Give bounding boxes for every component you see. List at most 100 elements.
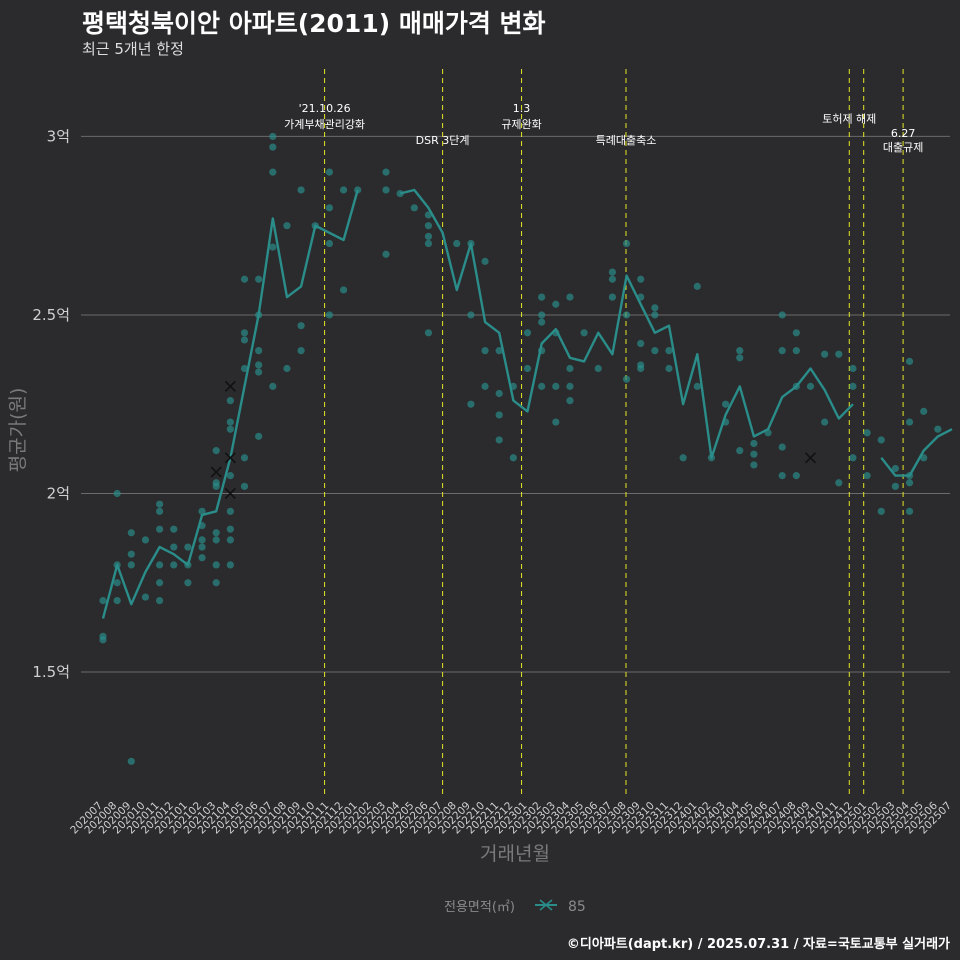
scatter-point [651, 347, 659, 355]
scatter-point [622, 375, 631, 383]
scatter-point [580, 329, 588, 337]
scatter-point [382, 250, 390, 258]
scatter-point [127, 529, 135, 537]
scatter-point [396, 189, 404, 198]
scatter-point [509, 454, 517, 462]
scatter-point [226, 418, 234, 426]
scatter-point [184, 579, 192, 587]
scatter-point [495, 347, 503, 355]
event-label: DSR 3단계 [416, 134, 470, 147]
scatter-point [665, 364, 673, 373]
scatter-point [156, 500, 164, 508]
scatter-point [212, 447, 220, 455]
event-label: 가계부채관리강화 [284, 118, 365, 131]
scatter-point [170, 525, 178, 533]
scatter-point [141, 536, 150, 544]
scatter-point [283, 364, 291, 373]
scatter-point [693, 282, 701, 290]
x-axis-title: 거래년월 [480, 843, 550, 865]
scatter-point [424, 329, 433, 337]
cancelled-deal-marker [210, 466, 222, 478]
event-label: 규제완화 [501, 118, 541, 131]
scatter-point [99, 597, 107, 605]
scatter-point [495, 436, 503, 444]
scatter-point [736, 354, 744, 362]
scatter-point [226, 507, 234, 515]
scatter-point [283, 222, 291, 230]
scatter-point [297, 186, 305, 194]
scatter-point [325, 311, 333, 319]
scatter-point [622, 239, 631, 248]
scatter-point [481, 257, 489, 265]
scatter-point [835, 350, 843, 358]
gridlines [81, 135, 950, 673]
scatter-point [552, 418, 560, 426]
scatter-point [453, 239, 461, 248]
scatter-point [156, 507, 164, 515]
scatter-point [424, 222, 433, 230]
scatter-point [566, 293, 574, 301]
scatter-point [750, 439, 758, 448]
scatter-point [170, 543, 178, 551]
scatter-point [240, 336, 249, 344]
series-line-segment [399, 188, 854, 459]
scatter-point [156, 525, 164, 533]
cancelled-markers [210, 380, 817, 500]
scatter-point [566, 364, 574, 373]
scatter-point [339, 186, 348, 194]
scatter-point [325, 204, 333, 212]
scatter-point [849, 364, 857, 373]
scatter-point [552, 300, 560, 308]
scatter-point [410, 204, 418, 212]
scatter-point [481, 382, 489, 390]
scatter-point [226, 472, 234, 480]
scatter-points [99, 132, 942, 765]
scatter-point [212, 579, 220, 587]
scatter-point [156, 561, 164, 569]
scatter-point [622, 311, 631, 319]
scatter-point [679, 454, 687, 462]
scatter-point [750, 461, 758, 469]
scatter-point [750, 450, 758, 458]
scatter-point [198, 543, 206, 551]
y-tick-labels: 1.5억 2억 2.5억 3억 [32, 127, 70, 681]
scatter-point [538, 318, 546, 326]
legend-x-swatch [539, 899, 553, 911]
scatter-point [934, 425, 942, 433]
scatter-point [226, 525, 234, 533]
legend: 전용면적(㎡) 85 [444, 899, 586, 915]
y-axis-title: 평균가(원) [7, 388, 29, 473]
scatter-point [212, 561, 220, 569]
scatter-point [538, 382, 546, 390]
scatter-point [325, 168, 333, 176]
scatter-point [212, 529, 220, 537]
scatter-point [297, 322, 305, 330]
scatter-point [127, 757, 135, 765]
scatter-point [226, 536, 234, 544]
scatter-point [608, 293, 617, 301]
scatter-point [481, 347, 489, 355]
scatter-point [240, 329, 249, 337]
scatter-point [905, 357, 914, 365]
scatter-point [113, 597, 121, 605]
scatter-point [778, 443, 786, 451]
event-label: 1.3 [513, 102, 531, 115]
scatter-point [495, 411, 503, 419]
scatter-point [538, 311, 546, 319]
scatter-point [339, 286, 348, 294]
scatter-point [778, 472, 786, 480]
scatter-point [566, 382, 574, 390]
scatter-point [608, 268, 617, 276]
scatter-point [637, 339, 645, 348]
scatter-point [877, 436, 885, 444]
event-lines [324, 69, 904, 797]
y-tick-label: 3억 [47, 127, 70, 145]
scatter-point [99, 636, 107, 644]
legend-title: 전용면적(㎡) [444, 900, 515, 915]
cancelled-deal-marker [804, 452, 817, 464]
scatter-point [269, 143, 277, 151]
scatter-point [354, 186, 362, 194]
scatter-point [226, 397, 234, 405]
scatter-point [382, 186, 390, 194]
